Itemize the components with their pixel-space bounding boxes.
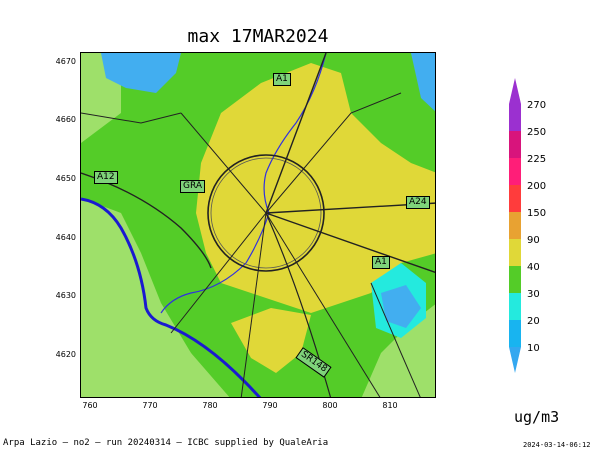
footer-credits: Arpa Lazio — no2 — run 20240314 — ICBC s… [3, 438, 329, 448]
road [370, 282, 421, 397]
legend-units: ug/m3 [514, 408, 560, 426]
road-label-a1-north: A1 [273, 73, 291, 86]
road [180, 112, 267, 214]
map-canvas [81, 53, 435, 397]
sea-zone [101, 53, 181, 93]
blue-zone [381, 285, 421, 328]
road-label-a12: A12 [94, 171, 118, 184]
x-tick-label: 790 [262, 401, 278, 410]
y-tick-label: 4640 [55, 233, 76, 242]
legend-label: 250 [527, 127, 547, 138]
x-tick-label: 800 [322, 401, 338, 410]
road [81, 112, 182, 124]
yellow-zone [196, 63, 435, 313]
map-title: max 17MAR2024 [187, 26, 329, 47]
legend-label: 90 [527, 235, 540, 246]
y-tick-label: 4670 [55, 57, 76, 66]
legend-label: 150 [527, 208, 547, 219]
coastline [81, 197, 262, 397]
road-label-a1-south: A1 [372, 256, 390, 269]
highway-a12 [81, 172, 212, 269]
x-tick-label: 770 [142, 401, 158, 410]
x-tick-label: 780 [202, 401, 218, 410]
road [240, 212, 267, 397]
legend-swatch [509, 320, 521, 347]
road-label-gra: GRA [180, 180, 206, 193]
x-tick-label: 810 [382, 401, 398, 410]
y-tick-label: 4620 [55, 350, 76, 359]
coastal-zone [81, 198, 230, 397]
legend-label: 225 [527, 154, 547, 165]
legend-label: 20 [527, 316, 540, 327]
road [265, 212, 381, 397]
x-tick-label: 760 [82, 401, 98, 410]
highway-a1-north [265, 53, 327, 214]
footer-timestamp: 2024-03-14-06:12 [523, 441, 591, 449]
ring-road [207, 154, 325, 272]
y-tick-label: 4650 [55, 174, 76, 183]
ring-road [210, 157, 322, 269]
road [170, 212, 267, 334]
legend-colorbar [509, 78, 521, 373]
legend-swatch [509, 239, 521, 266]
legend-swatch [509, 293, 521, 320]
legend-swatch [509, 104, 521, 131]
sea-zone [411, 53, 435, 112]
legend-label: 270 [527, 100, 547, 111]
legend-arrow-top [509, 78, 521, 104]
legend-label: 200 [527, 181, 547, 192]
legend-label: 10 [527, 343, 540, 354]
legend-arrow-bottom [509, 347, 521, 373]
road-label-a24: A24 [406, 196, 430, 209]
legend-swatch [509, 266, 521, 293]
y-tick-label: 4630 [55, 291, 76, 300]
legend-swatch [509, 158, 521, 185]
y-tick-label: 4660 [55, 115, 76, 124]
legend-swatch [509, 131, 521, 158]
road [265, 92, 402, 214]
legend-swatch [509, 185, 521, 212]
legend-label: 30 [527, 289, 540, 300]
legend-swatch [509, 212, 521, 239]
pollution-map[interactable] [80, 52, 436, 398]
highway-a1-south [265, 212, 435, 274]
legend-label: 40 [527, 262, 540, 273]
